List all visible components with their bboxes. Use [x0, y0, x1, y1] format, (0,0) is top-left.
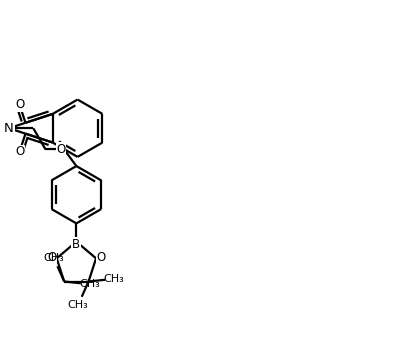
Text: O: O	[96, 251, 106, 264]
Text: O: O	[15, 98, 24, 111]
Text: O: O	[47, 251, 56, 264]
Text: CH₃: CH₃	[103, 274, 124, 284]
Text: CH₃: CH₃	[43, 253, 64, 263]
Text: N: N	[4, 122, 14, 135]
Text: CH₃: CH₃	[68, 300, 88, 310]
Text: O: O	[15, 145, 24, 158]
Text: O: O	[56, 143, 66, 156]
Text: B: B	[72, 237, 80, 251]
Text: CH₃: CH₃	[79, 279, 100, 289]
